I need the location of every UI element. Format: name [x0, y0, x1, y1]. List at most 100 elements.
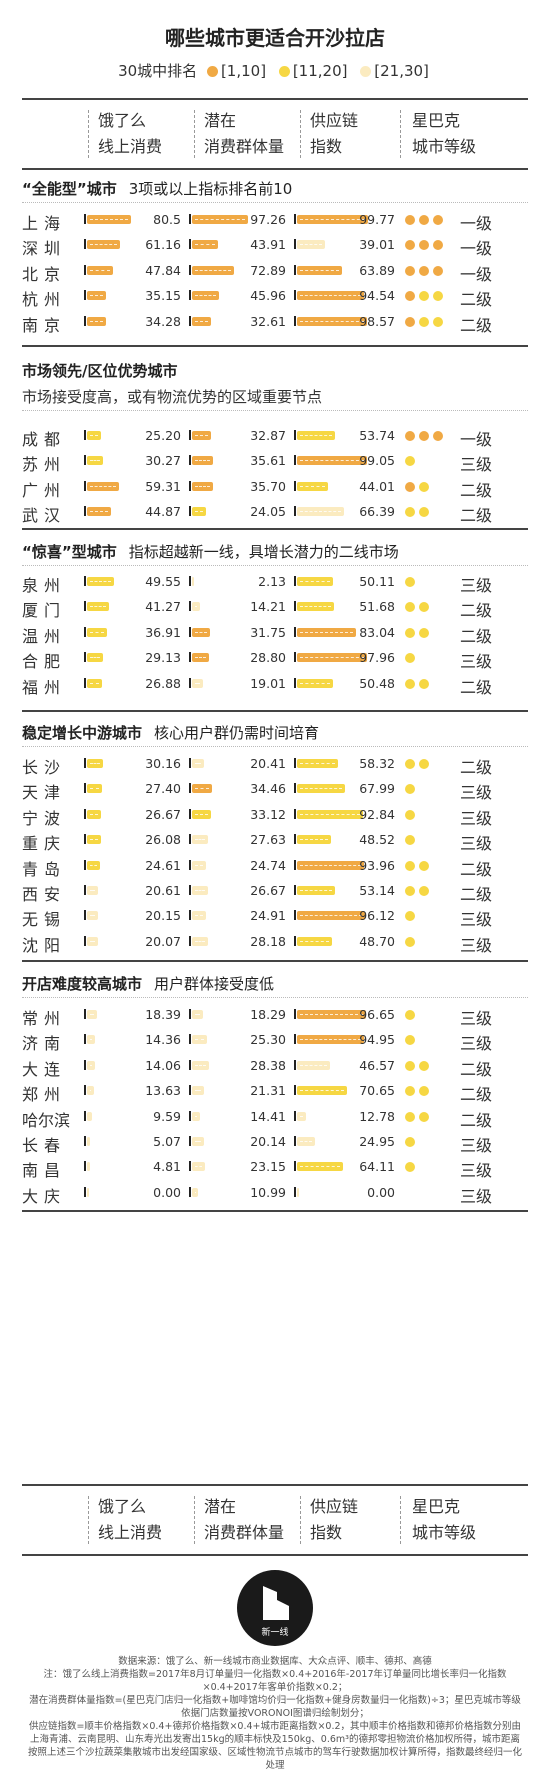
starbucks-rank-dot: [419, 431, 429, 441]
city-name: 无锡: [22, 910, 67, 930]
bar-baseline-tick: [294, 1085, 296, 1096]
bar-baseline-tick: [189, 430, 191, 440]
value-supply: 94.95: [359, 1032, 395, 1048]
value-pop: 26.67: [250, 883, 286, 898]
value-eleme: 9.59: [153, 1108, 181, 1124]
section-title: “惊喜”型城市 指标超越新一线，具增长潜力的二线市场: [22, 541, 399, 562]
bar-eleme: [87, 240, 120, 250]
bar-baseline-tick: [84, 1186, 86, 1197]
value-supply: 97.96: [359, 650, 395, 666]
value-pop: 28.80: [250, 650, 286, 666]
city-name: 福州: [22, 677, 67, 697]
value-eleme: 5.07: [153, 1134, 181, 1149]
value-pop: 28.18: [250, 933, 286, 949]
bar-baseline-tick: [294, 1161, 296, 1172]
starbucks-rank-dot: [405, 1035, 415, 1046]
value-pop: 10.99: [250, 1184, 286, 1200]
starbucks-rank-dot: [405, 265, 415, 276]
bar-supply: [297, 1035, 365, 1045]
bar-eleme: [87, 507, 112, 517]
city-name: 上海: [22, 214, 67, 233]
bar-pop: [192, 1086, 205, 1096]
value-pop: 32.61: [250, 313, 286, 329]
column-header-bottom: 饿了么 线上消费 潜在 消费群体量 供应链 指数 星巴克 城市等级: [22, 1484, 528, 1556]
bar-baseline-tick: [84, 1034, 86, 1045]
bar-baseline-tick: [189, 1009, 191, 1019]
bar-baseline-tick: [84, 1161, 86, 1172]
value-pop: 24.74: [250, 857, 286, 873]
bar-eleme: [87, 784, 102, 794]
city-name: 长春: [22, 1136, 67, 1155]
value-eleme: 35.15: [145, 288, 181, 304]
section-title-text: “全能型”城市: [22, 180, 117, 198]
bar-baseline-tick: [84, 1136, 86, 1146]
bar-supply: [297, 1187, 299, 1197]
starbucks-rank-dot: [419, 1060, 429, 1071]
bar-pop: [192, 1111, 201, 1121]
city-name: 杭州: [22, 290, 67, 310]
bar-baseline-tick: [84, 652, 86, 663]
value-pop: 32.87: [250, 428, 286, 443]
bar-baseline-tick: [294, 290, 296, 301]
starbucks-level: 三级: [460, 1136, 493, 1155]
bar-baseline-tick: [189, 808, 191, 819]
bar-eleme: [87, 627, 107, 637]
bar-baseline-tick: [84, 834, 86, 845]
bar-baseline-tick: [84, 1110, 86, 1121]
value-supply: 99.05: [359, 453, 395, 469]
value-supply: 83.04: [359, 624, 395, 640]
value-eleme: 41.27: [145, 599, 181, 615]
bar-baseline-tick: [84, 264, 86, 275]
starbucks-rank-dot: [433, 215, 443, 225]
bar-pop: [192, 759, 204, 768]
city-name: 大连: [22, 1059, 67, 1079]
starbucks-rank-dot: [419, 678, 429, 689]
bar-eleme: [87, 653, 103, 663]
starbucks-rank-dot: [405, 481, 415, 492]
header-separator: [88, 1496, 90, 1544]
bar-baseline-tick: [84, 576, 86, 586]
section-subtitle: 市场接受度高，或有物流优势的区域重要节点: [22, 388, 323, 406]
header-supply: 供应链 指数: [310, 111, 359, 156]
bar-supply: [297, 481, 329, 491]
starbucks-rank-dot: [405, 456, 415, 467]
bar-pop: [192, 431, 212, 440]
bar-baseline-tick: [294, 239, 296, 250]
bar-baseline-tick: [294, 626, 296, 637]
bar-eleme: [87, 265, 113, 275]
bar-baseline-tick: [84, 626, 86, 637]
bar-supply: [297, 1137, 315, 1146]
header-starbucks: 星巴克 城市等级: [412, 1497, 477, 1542]
value-eleme: 20.61: [145, 883, 181, 898]
bar-supply: [297, 886, 335, 895]
starbucks-rank-dot: [405, 759, 415, 769]
value-supply: 50.48: [359, 675, 395, 691]
value-supply: 63.89: [359, 262, 395, 278]
bar-eleme: [87, 456, 104, 466]
starbucks-rank-dot: [405, 215, 415, 225]
bar-pop: [192, 577, 194, 586]
bar-baseline-tick: [189, 1034, 191, 1045]
bar-baseline-tick: [189, 315, 191, 326]
footnotes: 数据来源：饿了么、新一线城市商业数据库、大众点评、顺丰、德邦、高德 注：饿了么线…: [28, 1655, 522, 1772]
value-eleme: 25.20: [145, 428, 181, 443]
rank-legend: 30城中排名 [1,10] [11,20] [21,30]: [0, 60, 550, 81]
starbucks-rank-dot: [419, 886, 429, 896]
starbucks-rank-dot: [405, 627, 415, 638]
value-eleme: 36.91: [145, 624, 181, 640]
starbucks-rank-dot: [405, 1060, 415, 1071]
city-name: 郑州: [22, 1085, 67, 1105]
city-name: 泉州: [22, 576, 67, 595]
bar-supply: [297, 577, 333, 586]
bar-eleme: [87, 759, 104, 768]
bar-baseline-tick: [84, 480, 86, 491]
starbucks-rank-dot: [419, 481, 429, 492]
value-supply: 51.68: [359, 599, 395, 615]
bar-baseline-tick: [294, 214, 296, 224]
bar-supply: [297, 936, 332, 946]
header-separator: [194, 110, 196, 158]
bar-baseline-tick: [294, 576, 296, 586]
starbucks-rank-dot: [419, 215, 429, 225]
value-pop: 31.75: [250, 624, 286, 640]
starbucks-rank-dot: [405, 1162, 415, 1173]
